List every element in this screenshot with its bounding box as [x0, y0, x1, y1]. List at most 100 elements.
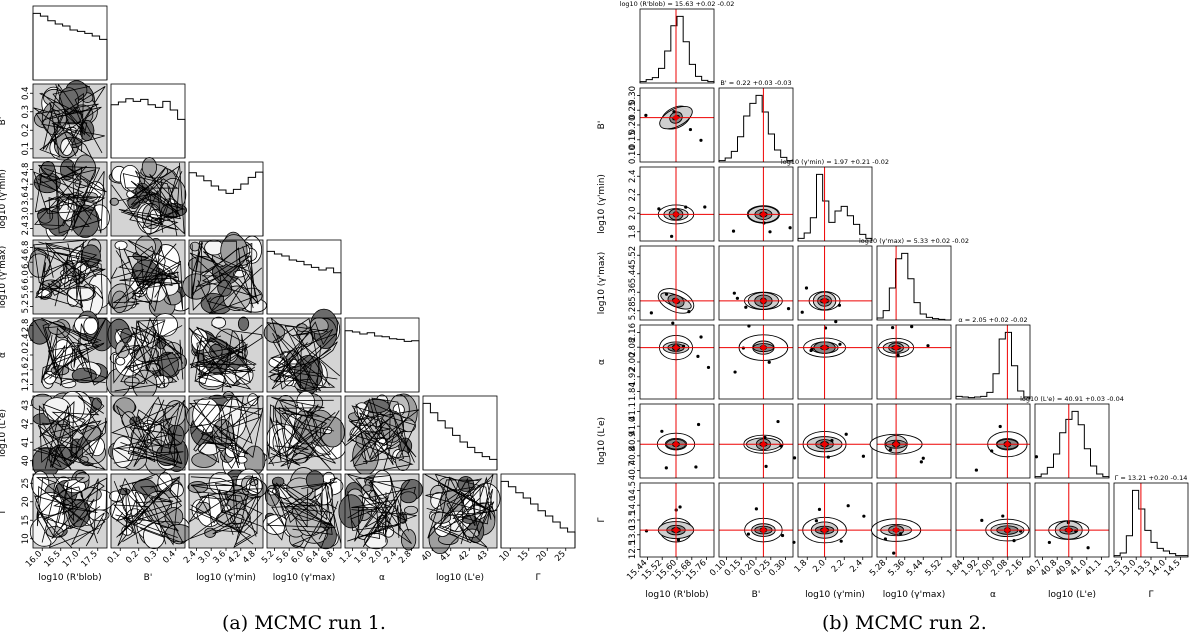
outlier-point — [688, 127, 693, 132]
panel-frame — [718, 403, 794, 479]
outlier-point — [921, 456, 925, 460]
x-tick-label: 2.4 — [848, 558, 865, 575]
x-tick-label: 0.3 — [143, 549, 160, 566]
truth-marker — [1003, 526, 1011, 534]
y-tick-label: 1.2 — [21, 378, 31, 392]
contour-blob — [83, 316, 99, 335]
x-tick-label: 2.4 — [182, 549, 199, 566]
contour-line — [116, 405, 163, 448]
x-tick-label: 1.8 — [793, 558, 810, 575]
panel-run2-6-3: 5.285.365.445.52 log10 (γ'max) — [862, 482, 952, 600]
y-tick-label: 0.10 — [628, 145, 638, 164]
contour-line — [351, 492, 398, 543]
panel-frame — [422, 473, 498, 549]
truth-marker — [821, 297, 829, 305]
panel-run2-5-3 — [861, 403, 952, 479]
outlier-point — [681, 344, 686, 348]
panel-run1-1-0: 0.1 0.2 0.3 0.4 B' — [0, 80, 108, 161]
histogram-run2-5 — [1034, 410, 1110, 478]
outlier-point — [735, 296, 739, 300]
contour-line — [273, 405, 340, 467]
panel-run1-5-4 — [344, 393, 420, 476]
y-tick-label: 6.4 — [21, 255, 31, 269]
x-tick-label: 2.16 — [1004, 558, 1024, 578]
contour-line — [123, 243, 177, 294]
contour-line — [34, 248, 102, 309]
contour-line — [204, 404, 240, 469]
contour-line — [189, 495, 258, 549]
contour-line — [190, 483, 257, 537]
y-tick-label: 4.8 — [21, 163, 31, 177]
outlier-point — [768, 230, 772, 234]
contour-line — [124, 339, 184, 388]
panel-run1-4-1 — [106, 313, 187, 400]
y-tick-label: 10 — [21, 533, 31, 544]
contour-line — [266, 404, 335, 466]
panel-run2-0-0: log10 (R'blob) = 15.63 +0.02 -0.02 — [620, 0, 734, 84]
contour-line — [358, 397, 410, 466]
panel-frame — [110, 395, 186, 471]
y-tick-label: 0.2 — [21, 123, 31, 137]
contour-line — [32, 319, 89, 387]
outlier-point — [732, 291, 736, 295]
y-tick-label: 2.4 — [628, 169, 638, 183]
x-tick-label: 3.0 — [197, 549, 214, 566]
x-tick-label: 2.2 — [830, 558, 847, 575]
contour-blob — [319, 416, 345, 448]
contour-line — [429, 478, 494, 517]
x-tick-label: 5.52 — [923, 558, 943, 578]
outlier-point — [1012, 539, 1016, 543]
y-tick-label: 25 — [21, 478, 31, 489]
outlier-point — [696, 422, 701, 427]
contour-line — [43, 164, 93, 228]
histogram-run1-6 — [500, 480, 576, 548]
y-tick-label: 2.4 — [21, 222, 31, 236]
y-tick-label: 2.4 — [21, 333, 31, 347]
panel-bg-run2-4-3 — [877, 325, 951, 399]
histogram-run2-4 — [955, 331, 1031, 399]
panel-bg-run2-3-2 — [798, 246, 872, 320]
contour-line — [351, 475, 417, 525]
contour-line — [47, 243, 106, 308]
panel-run1-6-3: 5.25.66.06.46.8 log10 (γ'max) — [260, 467, 344, 583]
outlier-point — [883, 537, 888, 541]
contour-line — [39, 167, 97, 230]
x-axis-label: α — [990, 590, 996, 600]
panel-frame — [797, 245, 873, 321]
outlier-point — [676, 538, 681, 542]
panel-run2-1-1: B' = 0.22 +0.03 -0.03 — [718, 79, 794, 163]
outlier-point — [699, 138, 703, 142]
contour-blob — [208, 472, 234, 495]
contour-line — [119, 477, 180, 523]
outlier-point — [892, 551, 896, 555]
y-tick-label: 2.00 — [628, 353, 638, 372]
contour-blob — [211, 316, 227, 329]
contour-line — [347, 413, 404, 462]
contour-line — [271, 396, 332, 471]
x-tick-label: 2.0 — [367, 549, 384, 566]
contour-blob — [71, 367, 97, 384]
y-tick-label: 41 — [21, 437, 31, 448]
panel-frame — [955, 324, 1031, 400]
outlier-point — [800, 310, 804, 314]
outlier-point — [664, 292, 669, 296]
y-tick-label: 13.5 — [628, 511, 638, 530]
contour-line — [196, 489, 247, 535]
panel-run2-6-4: 1.841.922.002.082.16α — [945, 482, 1031, 600]
x-tick-label: 4.8 — [241, 549, 258, 566]
panel-bg-run2-4-2 — [798, 325, 872, 399]
truth-marker — [672, 344, 680, 352]
x-tick-label: 43 — [475, 549, 490, 564]
contour-line — [33, 171, 94, 220]
contour-line — [40, 326, 100, 383]
histogram-run2-6 — [1113, 489, 1189, 557]
caption-run-1: (a) MCMC run 1. — [222, 612, 386, 634]
contour-line — [364, 491, 402, 538]
panel-frame — [639, 245, 715, 321]
contour-line — [189, 252, 259, 305]
contour-line — [117, 487, 153, 547]
y-tick-label: 20 — [21, 496, 31, 507]
panel-run2-3-0: 5.285.365.445.52 log10 (γ'max) — [597, 245, 715, 325]
x-tick-label: 4.2 — [226, 549, 243, 566]
